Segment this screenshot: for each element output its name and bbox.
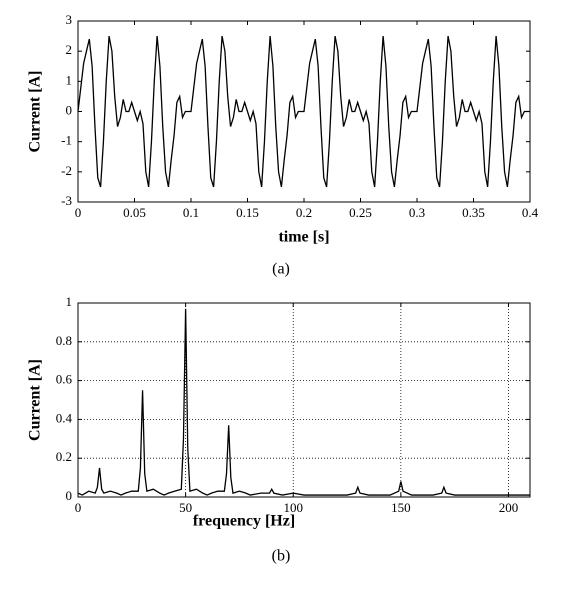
y-tick-label: 0.8: [56, 333, 72, 348]
plot-frame: [77, 302, 531, 498]
x-tick-label: 0.1: [183, 205, 199, 220]
x-tick-label: 0.3: [409, 205, 425, 220]
y-tick-label: 3: [66, 12, 73, 27]
y-tick-label: 0.6: [56, 372, 73, 387]
x-tick-label: 100: [283, 500, 303, 515]
x-tick-label: 0.25: [349, 205, 372, 220]
x-tick-label: 0.05: [123, 205, 146, 220]
y-tick-label: 1: [66, 72, 73, 87]
caption: (b): [272, 548, 291, 565]
y-tick-label: 0.4: [56, 410, 73, 425]
y-tick-label: -1: [61, 133, 72, 148]
x-axis-label: time [s]: [278, 229, 329, 246]
x-tick-label: 200: [499, 500, 519, 515]
signal-line: [77, 308, 530, 496]
x-tick-label: 0.4: [522, 205, 539, 220]
y-tick-label: 0.2: [56, 449, 72, 464]
signal-line: [77, 35, 530, 188]
x-tick-label: 50: [179, 500, 192, 515]
y-tick-label: 2: [66, 42, 73, 57]
y-tick-label: 1: [66, 294, 73, 309]
x-tick-label: 0.35: [462, 205, 485, 220]
y-axis-label: Current [A]: [27, 359, 44, 441]
y-tick-label: -2: [61, 163, 72, 178]
caption: (a): [272, 261, 290, 278]
x-tick-label: 0: [75, 500, 82, 515]
x-tick-label: 150: [391, 500, 411, 515]
x-tick-label: 0.15: [236, 205, 259, 220]
plot-frame: [77, 20, 531, 203]
y-tick-label: 0: [66, 488, 73, 503]
x-tick-label: 0: [75, 205, 82, 220]
x-tick-label: 0.2: [296, 205, 312, 220]
y-tick-label: -3: [61, 193, 72, 208]
y-tick-label: 0: [66, 102, 73, 117]
y-axis-label: Current [A]: [27, 71, 44, 153]
x-axis-label: frequency [Hz]: [193, 513, 295, 530]
